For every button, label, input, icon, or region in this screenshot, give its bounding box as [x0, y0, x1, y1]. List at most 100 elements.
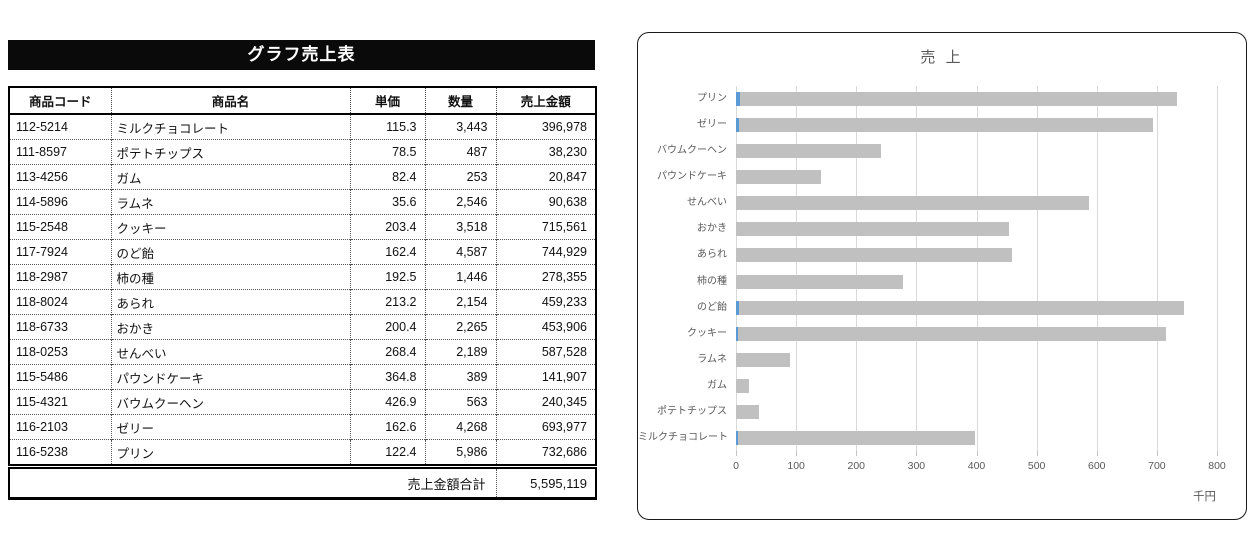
- table-cell[interactable]: 3,443: [424, 114, 496, 140]
- table-cell[interactable]: 3,518: [424, 214, 496, 240]
- sales-bar: [736, 92, 1177, 107]
- table-row: 118-0253 せんべい 268.4 2,189 587,528: [9, 339, 596, 365]
- quantity-bar: [736, 118, 739, 133]
- table-cell[interactable]: 563: [424, 389, 496, 415]
- x-axis-label: 500: [1027, 460, 1046, 472]
- table-cell[interactable]: 38,230: [495, 139, 596, 165]
- table-cell[interactable]: 113-4256: [9, 164, 111, 190]
- table-cell[interactable]: 118-2987: [9, 264, 111, 290]
- quantity-bar: [736, 92, 740, 107]
- table-cell[interactable]: 90,638: [495, 189, 596, 215]
- table-cell[interactable]: 2,265: [424, 314, 496, 340]
- table-cell[interactable]: 487: [424, 139, 496, 165]
- table-cell[interactable]: バウムクーヘン: [110, 389, 350, 415]
- table-cell[interactable]: 111-8597: [9, 139, 111, 165]
- gridline: [916, 86, 918, 451]
- table-cell[interactable]: 115.3: [349, 114, 425, 140]
- column-header[interactable]: 売上金額: [495, 87, 596, 115]
- quantity-bar: [736, 326, 738, 341]
- table-cell[interactable]: のど飴: [110, 239, 350, 265]
- table-cell[interactable]: 116-5238: [9, 439, 111, 467]
- quantity-bar: [736, 430, 738, 445]
- bar-row: [736, 425, 1217, 451]
- table-cell[interactable]: 82.4: [349, 164, 425, 190]
- table-cell[interactable]: 35.6: [349, 189, 425, 215]
- table-cell[interactable]: 2,154: [424, 289, 496, 315]
- column-header[interactable]: 単価: [349, 87, 425, 115]
- table-cell[interactable]: 364.8: [349, 364, 425, 390]
- table-cell[interactable]: 162.6: [349, 414, 425, 440]
- sales-bar-chart[interactable]: 売 上 千円 0 100 200 300 400 500 600 700 800 プリン ゼリー バウ…: [637, 32, 1247, 520]
- table-cell[interactable]: 1,446: [424, 264, 496, 290]
- column-header[interactable]: 商品コード: [9, 87, 111, 115]
- table-cell[interactable]: 693,977: [495, 414, 596, 440]
- table-cell[interactable]: 20,847: [495, 164, 596, 190]
- column-header[interactable]: 商品名: [110, 87, 350, 115]
- x-axis-label: 100: [787, 460, 805, 472]
- axis-tick: [1156, 451, 1158, 456]
- table-cell[interactable]: 744,929: [495, 239, 596, 265]
- table-cell[interactable]: 柿の種: [110, 264, 350, 290]
- table-cell[interactable]: 453,906: [495, 314, 596, 340]
- table-cell[interactable]: 115-4321: [9, 389, 111, 415]
- total-value[interactable]: 5,595,119: [495, 464, 596, 499]
- table-cell[interactable]: 2,189: [424, 339, 496, 365]
- table-cell[interactable]: 278,355: [495, 264, 596, 290]
- table-cell[interactable]: 4,268: [424, 414, 496, 440]
- table-cell[interactable]: 118-8024: [9, 289, 111, 315]
- table-cell[interactable]: あられ: [110, 289, 350, 315]
- axis-tick: [1036, 451, 1038, 456]
- category-label: ガム: [707, 379, 727, 391]
- table-cell[interactable]: 118-6733: [9, 314, 111, 340]
- table-cell[interactable]: 253: [424, 164, 496, 190]
- table-cell[interactable]: 389: [424, 364, 496, 390]
- table-cell[interactable]: 78.5: [349, 139, 425, 165]
- table-cell[interactable]: 2,546: [424, 189, 496, 215]
- table-cell[interactable]: 213.2: [349, 289, 425, 315]
- table-cell[interactable]: おかき: [110, 314, 350, 340]
- table-cell[interactable]: 5,986: [424, 439, 496, 467]
- table-cell[interactable]: ポテトチップス: [110, 139, 350, 165]
- table-cell[interactable]: せんべい: [110, 339, 350, 365]
- axis-tick: [1217, 451, 1218, 456]
- table-cell[interactable]: 268.4: [349, 339, 425, 365]
- table-cell[interactable]: 426.9: [349, 389, 425, 415]
- table-cell[interactable]: プリン: [110, 439, 350, 467]
- table-cell[interactable]: 732,686: [495, 439, 596, 467]
- table-row: 115-2548 クッキー 203.4 3,518 715,561: [9, 214, 596, 240]
- table-cell[interactable]: 141,907: [495, 364, 596, 390]
- table-cell[interactable]: 114-5896: [9, 189, 111, 215]
- table-cell[interactable]: 240,345: [495, 389, 596, 415]
- gridline: [856, 86, 858, 451]
- table-cell[interactable]: 200.4: [349, 314, 425, 340]
- table-cell[interactable]: 112-5214: [9, 114, 111, 140]
- table-cell[interactable]: 459,233: [495, 289, 596, 315]
- table-cell[interactable]: 116-2103: [9, 414, 111, 440]
- column-header[interactable]: 数量: [424, 87, 496, 115]
- total-label[interactable]: 売上金額合計: [9, 464, 496, 499]
- table-cell[interactable]: 115-2548: [9, 214, 111, 240]
- table-cell[interactable]: 192.5: [349, 264, 425, 290]
- table-cell[interactable]: パウンドケーキ: [110, 364, 350, 390]
- table-row: 115-5486 パウンドケーキ 364.8 389 141,907: [9, 364, 596, 390]
- table-cell[interactable]: 118-0253: [9, 339, 111, 365]
- table-cell[interactable]: 162.4: [349, 239, 425, 265]
- table-cell[interactable]: 587,528: [495, 339, 596, 365]
- sales-bar: [736, 170, 822, 185]
- bar-row: [736, 242, 1217, 268]
- category-label: せんべい: [687, 197, 727, 209]
- table-cell[interactable]: クッキー: [110, 214, 350, 240]
- table-cell[interactable]: 715,561: [495, 214, 596, 240]
- table-row: 113-4256 ガム 82.4 253 20,847: [9, 164, 596, 190]
- table-cell[interactable]: 122.4: [349, 439, 425, 467]
- table-cell[interactable]: ラムネ: [110, 189, 350, 215]
- table-cell[interactable]: 203.4: [349, 214, 425, 240]
- table-cell[interactable]: 4,587: [424, 239, 496, 265]
- gridline: [796, 86, 798, 451]
- table-cell[interactable]: ゼリー: [110, 414, 350, 440]
- table-cell[interactable]: ガム: [110, 164, 350, 190]
- table-cell[interactable]: 396,978: [495, 114, 596, 140]
- table-cell[interactable]: 117-7924: [9, 239, 111, 265]
- table-cell[interactable]: 115-5486: [9, 364, 111, 390]
- table-cell[interactable]: ミルクチョコレート: [110, 114, 350, 140]
